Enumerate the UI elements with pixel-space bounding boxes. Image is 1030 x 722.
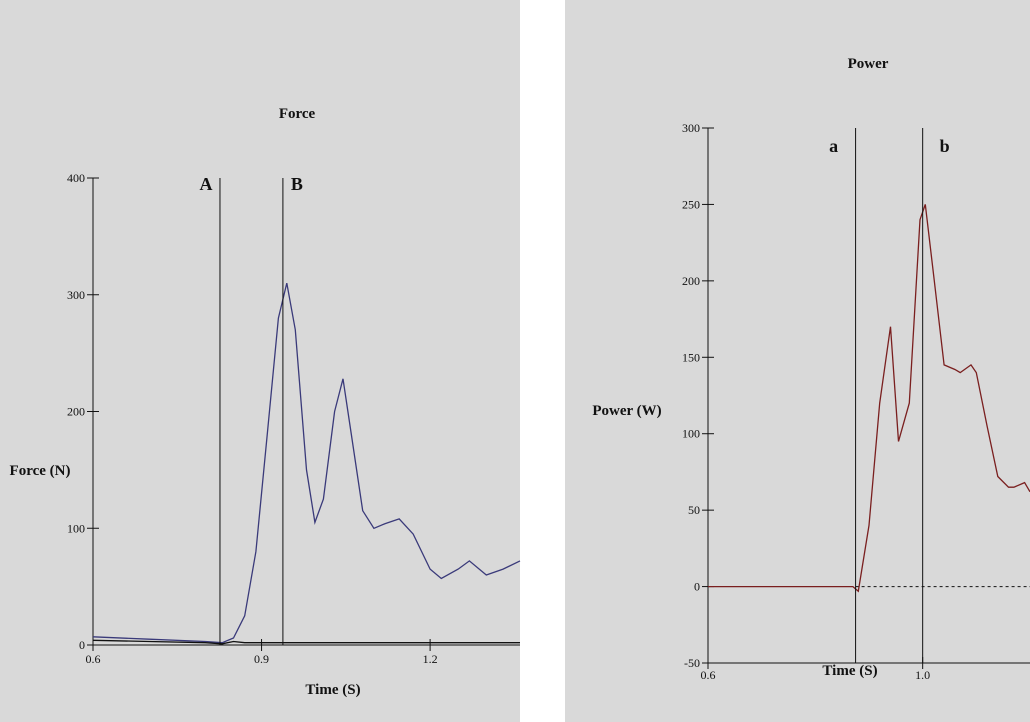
power-y-tick-label: 50 xyxy=(688,503,700,517)
power-x-tick-label: 1.0 xyxy=(915,668,930,682)
power-chart-background xyxy=(565,0,1030,722)
power-marker-label-a: a xyxy=(829,136,838,156)
force-y-tick-label: 100 xyxy=(67,521,85,535)
power-y-tick-label: 200 xyxy=(682,274,700,288)
power-y-tick-label: 100 xyxy=(682,427,700,441)
power-x-axis-label: Time (S) xyxy=(822,663,877,679)
power-chart-panel: Power Power (W) Time (S) -50 0 50 100 150 200… xyxy=(565,0,1030,722)
force-series-line-1 xyxy=(92,639,520,645)
force-y-tick-label: 300 xyxy=(67,288,85,302)
power-y-axis-label: Power (W) xyxy=(592,403,661,419)
power-y-tick-label: -50 xyxy=(684,656,700,670)
force-chart-background xyxy=(0,0,520,722)
force-x-tick-label: 0.6 xyxy=(86,652,101,666)
force-y-tick-label: 0 xyxy=(79,638,85,652)
power-y-tick-label: 0 xyxy=(694,580,700,594)
power-chart-title: Power xyxy=(848,56,889,72)
force-x-axis-label: Time (S) xyxy=(305,682,360,698)
force-y-axis-label: Force (N) xyxy=(10,463,71,479)
power-y-tick-label: 150 xyxy=(682,350,700,364)
force-chart-title: Force xyxy=(279,106,316,122)
power-y-tick-label: 300 xyxy=(682,121,700,135)
power-x-tick-label: 0.6 xyxy=(701,668,716,682)
power-y-tick-label: 250 xyxy=(682,197,700,211)
force-chart-panel: Force Force (N) Time (S) 0 100 200 300 400 0.… xyxy=(0,0,521,722)
power-series-line-0 xyxy=(708,204,1030,593)
force-series-line-0 xyxy=(92,282,521,644)
force-y-tick-label: 400 xyxy=(67,171,85,185)
force-marker-label-B: B xyxy=(291,174,303,194)
force-marker-label-A: A xyxy=(199,174,212,194)
force-y-tick-label: 200 xyxy=(67,405,85,419)
force-x-tick-label: 0.9 xyxy=(254,652,269,666)
force-x-tick-label: 1.2 xyxy=(423,652,438,666)
power-marker-label-b: b xyxy=(940,136,950,156)
